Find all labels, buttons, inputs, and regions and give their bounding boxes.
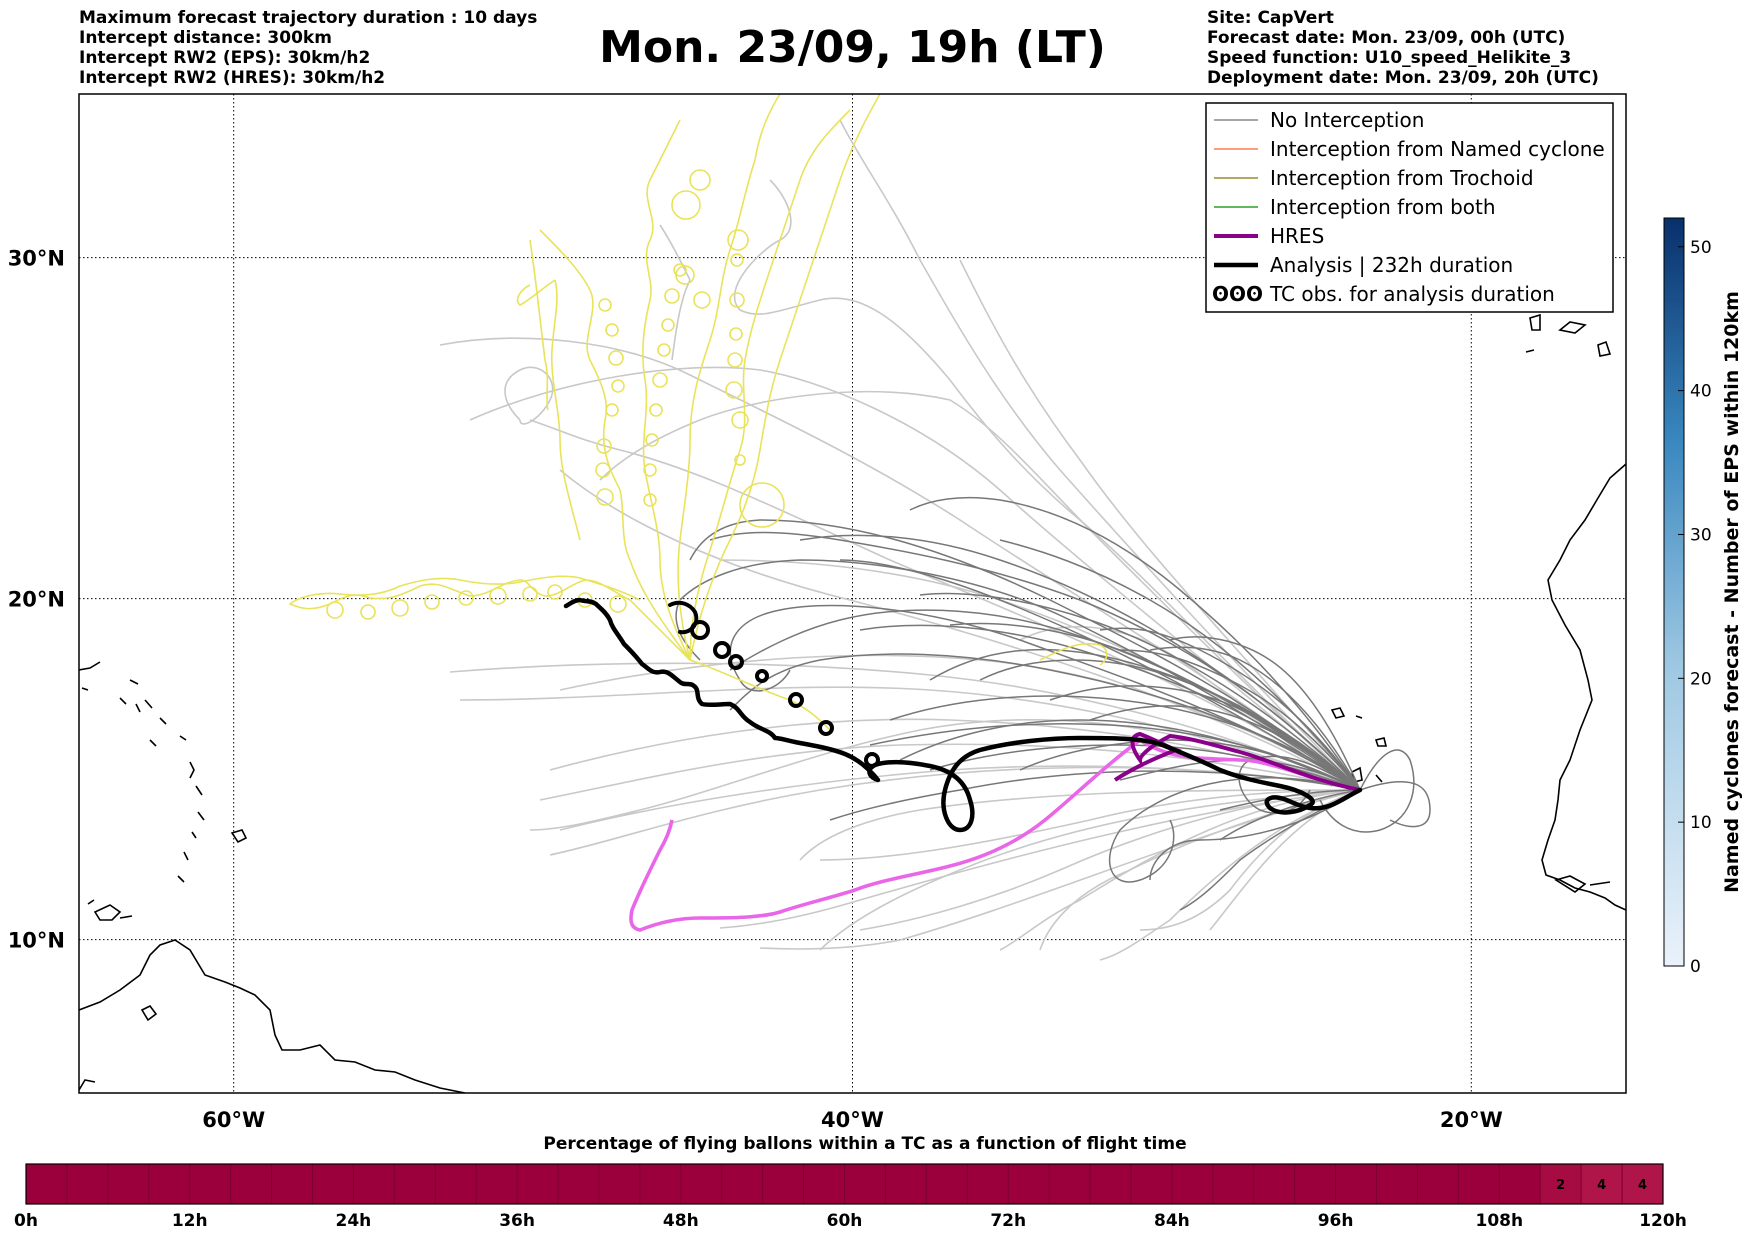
lat-tick-label: 20°N — [8, 588, 65, 612]
flight-bar-title: Percentage of flying ballons within a TC… — [543, 1134, 1187, 1154]
flight-bar-tick-label: 72h — [990, 1211, 1026, 1231]
coastlines — [79, 313, 1626, 1093]
flight-bar-tick-label: 60h — [827, 1211, 863, 1231]
flight-bar-tick-label: 12h — [172, 1211, 208, 1231]
hres-track-light — [629, 737, 1361, 932]
coast-caribbean-arc — [177, 735, 248, 883]
param-intercept-eps: Intercept RW2 (EPS): 30km/h2 — [79, 48, 371, 68]
flight-bar-cell — [1540, 1164, 1582, 1204]
flight-bar-cell-label: 2 — [1556, 1178, 1565, 1193]
lat-tick-label: 30°N — [8, 247, 65, 271]
eps-trajectories-light — [439, 119, 1361, 961]
hres-trajectory — [629, 731, 1361, 932]
lon-tick-label: 60°W — [202, 1108, 265, 1132]
param-intercept-hres: Intercept RW2 (HRES): 30km/h2 — [79, 68, 386, 88]
flight-bar-cell-label: 4 — [1638, 1178, 1647, 1193]
site-parameters: Site: CapVert Forecast date: Mon. 23/09,… — [1207, 8, 1599, 88]
flight-bar-tick-label: 48h — [663, 1211, 699, 1231]
colorbar-tick-label: 50 — [1690, 238, 1712, 258]
flight-bar-tick-label: 108h — [1476, 1211, 1524, 1231]
legend-label: HRES — [1270, 224, 1324, 248]
analysis-trajectory — [563, 597, 1363, 833]
colorbar-tick-label: 0 — [1690, 957, 1701, 977]
trochoid-trajectories — [288, 94, 1108, 731]
param-deployment-date: Deployment date: Mon. 23/09, 20h (UTC) — [1207, 68, 1599, 88]
map-frame — [78, 93, 1627, 1094]
coast-south-america — [79, 939, 466, 1093]
flight-bar-tick-label: 24h — [336, 1211, 372, 1231]
colorbar-tick-label: 10 — [1690, 813, 1712, 833]
colorbar-tick-label: 40 — [1690, 382, 1712, 402]
map-title: Mon. 23/09, 19h (LT) — [599, 22, 1106, 73]
param-forecast-date: Forecast date: Mon. 23/09, 00h (UTC) — [1207, 28, 1566, 48]
colorbar-tick-label: 30 — [1690, 525, 1712, 545]
flight-bar-tick-label: 0h — [14, 1211, 38, 1231]
coast-venezuela-islands — [87, 899, 133, 921]
legend-label: No Interception — [1270, 108, 1424, 132]
flight-bar-tick-label: 84h — [1154, 1211, 1190, 1231]
flight-bar-tick-label: 96h — [1318, 1211, 1354, 1231]
colorbar-tick-label: 20 — [1690, 669, 1712, 689]
coast-trinidad — [140, 1004, 158, 1022]
param-max-duration: Maximum forecast trajectory duration : 1… — [79, 8, 538, 28]
legend-label: Interception from both — [1270, 195, 1496, 219]
colorbar-title: Named cyclones forecast - Number of EPS … — [1721, 291, 1743, 893]
colorbar: 0 10 20 30 40 50 Named cyclones forecast - Nu… — [1663, 217, 1743, 977]
lon-tick-label: 20°W — [1440, 1108, 1503, 1132]
param-speed-function: Speed function: U10_speed_Helikite_3 — [1207, 48, 1572, 68]
coast-bissau — [1554, 875, 1611, 893]
legend-label: Analysis | 232h duration — [1270, 253, 1513, 277]
legend-label: Interception from Named cyclone — [1270, 137, 1605, 161]
param-intercept-distance: Intercept distance: 300km — [79, 28, 332, 48]
lat-tick-label: 10°N — [8, 929, 65, 953]
param-site: Site: CapVert — [1207, 8, 1334, 28]
legend: No Interception Interception from Named c… — [1205, 102, 1614, 313]
legend-label: TC obs. for analysis duration — [1269, 282, 1555, 306]
coast-puerto-rico — [79, 661, 167, 725]
legend-box — [1205, 102, 1614, 313]
forecast-parameters: Maximum forecast trajectory duration : 1… — [79, 8, 537, 88]
coast-west-africa — [1541, 463, 1626, 911]
flight-bar-cell — [1622, 1164, 1663, 1204]
coast-capeverde — [1327, 707, 1388, 787]
axis-labels: 60°W 40°W 20°W 30°N 20°N 10°N — [8, 247, 1503, 1132]
lon-tick-label: 40°W — [821, 1108, 884, 1132]
flight-time-bar: 2 4 4 0h 12h 24h 36h 48h 60h 72h 84h 96h 108h 120h — [14, 1163, 1687, 1231]
flight-bar-grid — [66, 1164, 1623, 1204]
flight-bar-tick-label: 36h — [499, 1211, 535, 1231]
flight-bar-tick-label: 120h — [1639, 1211, 1687, 1231]
legend-label: Interception from Trochoid — [1270, 166, 1534, 190]
flight-bar-cell-label: 4 — [1597, 1178, 1606, 1193]
coast-lower — [79, 1079, 96, 1091]
flight-bar-frame — [25, 1163, 1664, 1205]
colorbar-gradient — [1663, 217, 1685, 967]
coast-leewards — [81, 687, 157, 747]
flight-bar-cell — [1581, 1164, 1623, 1204]
legend-tc-symbol-icon: ʘʘʘ — [1212, 282, 1263, 306]
coast-canary — [1525, 313, 1612, 357]
